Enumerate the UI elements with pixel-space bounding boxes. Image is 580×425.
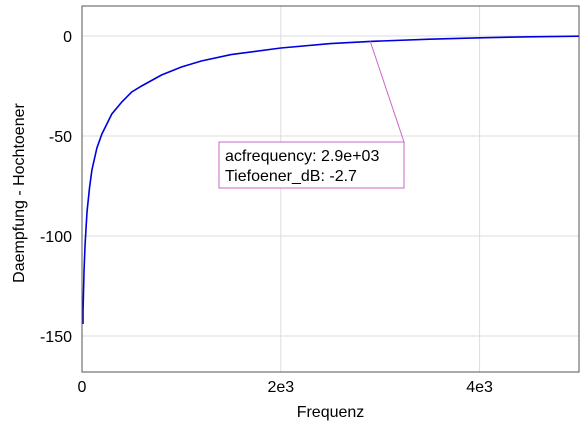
datatip-line: Tiefoener_dB: -2.7: [225, 168, 357, 185]
x-tick-label: 2e3: [267, 379, 294, 396]
tick-labels: 0 2e3 4e3 0 -50 -100 -150: [40, 29, 493, 396]
grid: [81, 6, 579, 372]
series-layer: [82, 35, 580, 324]
x-axis-label: Frequenz: [297, 404, 365, 421]
y-tick-label: -100: [40, 229, 72, 246]
y-tick-label: -50: [49, 129, 72, 146]
datatip-box[interactable]: [218, 141, 405, 189]
y-tick-label: 0: [63, 29, 72, 46]
datatip-leader: [369, 41, 405, 143]
series-line: [82, 35, 580, 324]
plot-frame: [81, 5, 580, 373]
y-tick-label: -150: [40, 329, 72, 346]
x-tick-label: 0: [78, 379, 87, 396]
y-axis-label: Daempfung - Hochtoener: [11, 103, 28, 283]
datatip[interactable]: acfrequency: 2.9e+03 Tiefoener_dB: -2.7: [218, 41, 405, 189]
x-tick-label: 4e3: [466, 379, 493, 396]
datatip-line: acfrequency: 2.9e+03: [225, 148, 379, 165]
